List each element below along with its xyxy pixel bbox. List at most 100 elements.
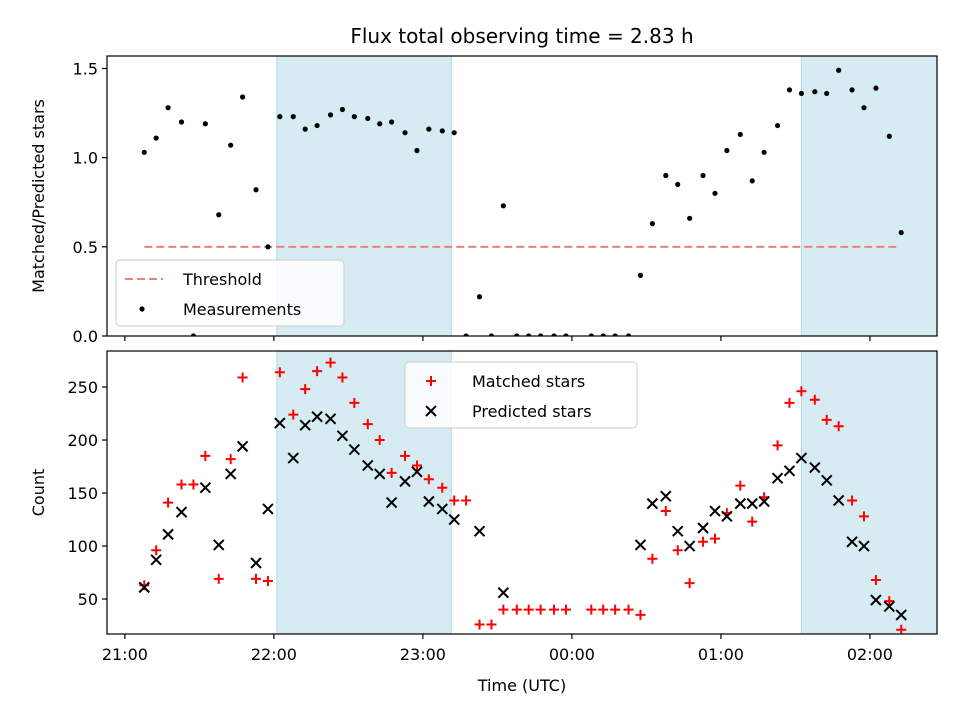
x-tick-label: 22:00	[251, 645, 297, 664]
legend-marker	[139, 306, 145, 312]
data-point	[821, 474, 833, 487]
data-point	[724, 147, 730, 154]
data-point	[488, 333, 495, 336]
y-tick-label: 0.5	[73, 238, 98, 257]
data-point	[683, 540, 696, 552]
y-axis-label: Matched/Predicted stars	[29, 99, 48, 293]
data-point	[448, 513, 460, 526]
data-point	[262, 503, 274, 515]
data-point	[734, 497, 747, 510]
data-point	[386, 467, 397, 478]
y-tick-label: 100	[67, 537, 98, 556]
data-point	[896, 624, 907, 634]
data-point	[202, 121, 208, 127]
data-point	[684, 578, 695, 589]
data-point	[349, 397, 360, 408]
data-point	[523, 604, 534, 615]
data-point	[311, 411, 323, 423]
data-point	[437, 482, 448, 493]
x-tick-label: 23:00	[400, 645, 446, 664]
data-point	[675, 181, 681, 188]
data-point	[883, 600, 896, 613]
data-point	[351, 114, 357, 120]
data-point	[598, 604, 609, 615]
data-point	[365, 115, 371, 122]
x-tick-label: 01:00	[698, 645, 744, 664]
data-point	[625, 333, 632, 336]
data-point	[451, 130, 457, 136]
legend-marker	[425, 405, 437, 417]
x-tick-label: 21:00	[102, 645, 148, 664]
data-point	[672, 525, 684, 537]
data-point	[374, 435, 385, 446]
x-axis-label: Time (UTC)	[477, 676, 566, 695]
data-point	[474, 619, 485, 630]
data-point	[721, 510, 733, 523]
data-point	[821, 414, 832, 425]
data-point	[188, 479, 199, 490]
data-point	[411, 466, 423, 478]
data-point	[526, 333, 532, 336]
data-point	[870, 594, 882, 606]
data-point	[886, 133, 892, 139]
y-tick-label: 0.0	[73, 327, 98, 346]
data-point	[612, 333, 618, 336]
data-point	[348, 443, 361, 456]
data-point	[449, 495, 460, 506]
data-point	[288, 409, 299, 420]
data-point	[858, 511, 869, 522]
data-point	[327, 112, 334, 118]
data-point	[746, 497, 758, 510]
data-point	[709, 533, 720, 544]
data-point	[836, 67, 842, 73]
data-point	[400, 450, 411, 461]
data-point	[213, 539, 225, 551]
data-point	[277, 114, 283, 120]
data-point	[190, 333, 197, 336]
data-point	[796, 386, 807, 397]
data-point	[216, 212, 222, 218]
data-point	[660, 506, 671, 517]
data-point	[709, 505, 721, 517]
y-tick-label: 50	[78, 590, 98, 609]
y-tick-label: 250	[67, 378, 98, 397]
data-point	[377, 121, 383, 127]
data-point	[758, 495, 770, 508]
data-point	[774, 122, 781, 129]
legend-label: Threshold	[182, 270, 262, 289]
data-point	[265, 244, 271, 250]
data-point	[473, 525, 486, 537]
data-point	[199, 482, 212, 494]
data-point	[563, 333, 569, 336]
data-point	[138, 581, 150, 594]
data-point	[663, 172, 669, 179]
data-point	[302, 126, 308, 132]
data-point	[812, 89, 818, 95]
data-point	[761, 149, 767, 155]
data-point	[163, 497, 174, 508]
data-point	[551, 333, 557, 336]
data-point	[623, 604, 634, 615]
data-point	[362, 459, 374, 472]
data-point	[251, 573, 262, 584]
data-point	[884, 596, 895, 607]
data-point	[861, 105, 867, 111]
y-axis-label: Count	[29, 469, 48, 517]
data-point	[538, 333, 544, 336]
data-point	[610, 604, 621, 615]
data-point	[325, 357, 336, 368]
legend-marker	[426, 376, 436, 386]
data-point	[637, 272, 644, 278]
data-point	[873, 85, 879, 91]
data-point	[895, 609, 907, 621]
legend-label: Measurements	[183, 300, 301, 319]
data-point	[423, 474, 434, 485]
data-point	[339, 106, 346, 113]
legend: Matched stars Predicted stars	[404, 361, 638, 429]
data-point	[824, 90, 830, 97]
data-point	[399, 475, 411, 488]
y-tick-label: 1.5	[73, 59, 98, 78]
data-point	[635, 609, 646, 620]
data-point	[175, 506, 188, 518]
data-point	[586, 604, 597, 615]
